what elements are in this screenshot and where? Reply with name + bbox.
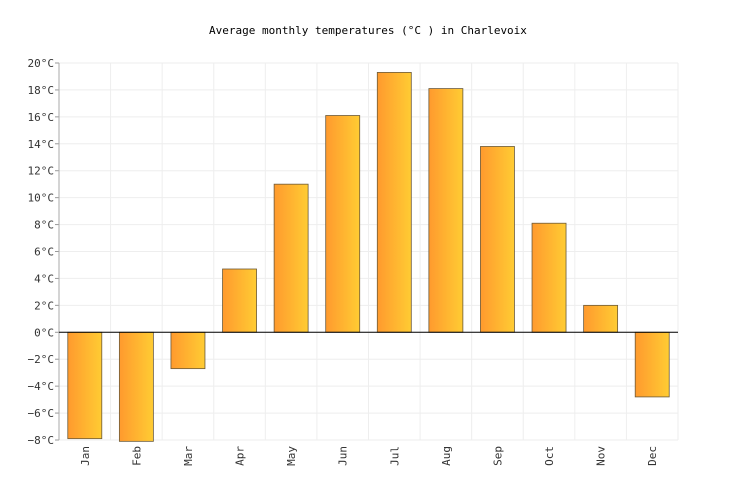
bar-dec — [634, 331, 670, 398]
y-tick-label: 12°C — [28, 165, 55, 178]
y-tick-label: 20°C — [28, 57, 55, 70]
y-tick-label: 14°C — [28, 138, 55, 151]
x-tick-label: Feb — [130, 446, 143, 466]
axes — [55, 62, 678, 441]
y-tick-label: 6°C — [34, 246, 54, 259]
x-tick-label: Mar — [182, 446, 195, 466]
bars — [67, 72, 670, 442]
bar-jul — [376, 72, 412, 333]
x-tick-label: Apr — [234, 446, 247, 466]
y-tick-label: −8°C — [28, 434, 55, 447]
chart-title: Average monthly temperatures (°C ) in Ch… — [209, 24, 527, 37]
x-tick-label: Dec — [646, 446, 659, 466]
bar-jan — [67, 331, 103, 440]
x-tick-label: Sep — [491, 446, 504, 466]
x-tick-label: Oct — [543, 446, 556, 466]
y-tick-label: 4°C — [34, 272, 54, 285]
x-tick-label: Jul — [388, 446, 401, 466]
bar-aug — [428, 88, 464, 333]
x-tick-label: May — [285, 446, 298, 466]
bar-feb — [118, 331, 154, 442]
y-tick-label: −4°C — [28, 380, 55, 393]
bar-oct — [531, 222, 567, 333]
y-tick-label: 18°C — [28, 84, 55, 97]
x-tick-label: Nov — [595, 446, 608, 466]
y-tick-label: 8°C — [34, 219, 54, 232]
y-tick-label: −2°C — [28, 353, 55, 366]
bar-apr — [222, 268, 257, 333]
bar-sep — [480, 146, 515, 333]
y-tick-label: 0°C — [34, 326, 54, 339]
y-tick-label: 10°C — [28, 192, 55, 205]
x-tick-label: Aug — [440, 446, 453, 466]
y-tick-label: 16°C — [28, 111, 55, 124]
bar-may — [273, 183, 309, 333]
y-tick-label: 2°C — [34, 299, 54, 312]
bar-mar — [170, 331, 206, 370]
tick-labels: −8°C −6°C −4°C −2°C 0°C 2°C 4°C 6°C 8°C 10°C 12°C 1… — [28, 57, 660, 466]
y-tick-label: −6°C — [28, 407, 55, 420]
bar-jun — [325, 115, 361, 333]
x-tick-label: Jan — [79, 446, 92, 466]
x-tick-label: Jun — [337, 446, 350, 466]
bar-nov — [583, 304, 619, 333]
